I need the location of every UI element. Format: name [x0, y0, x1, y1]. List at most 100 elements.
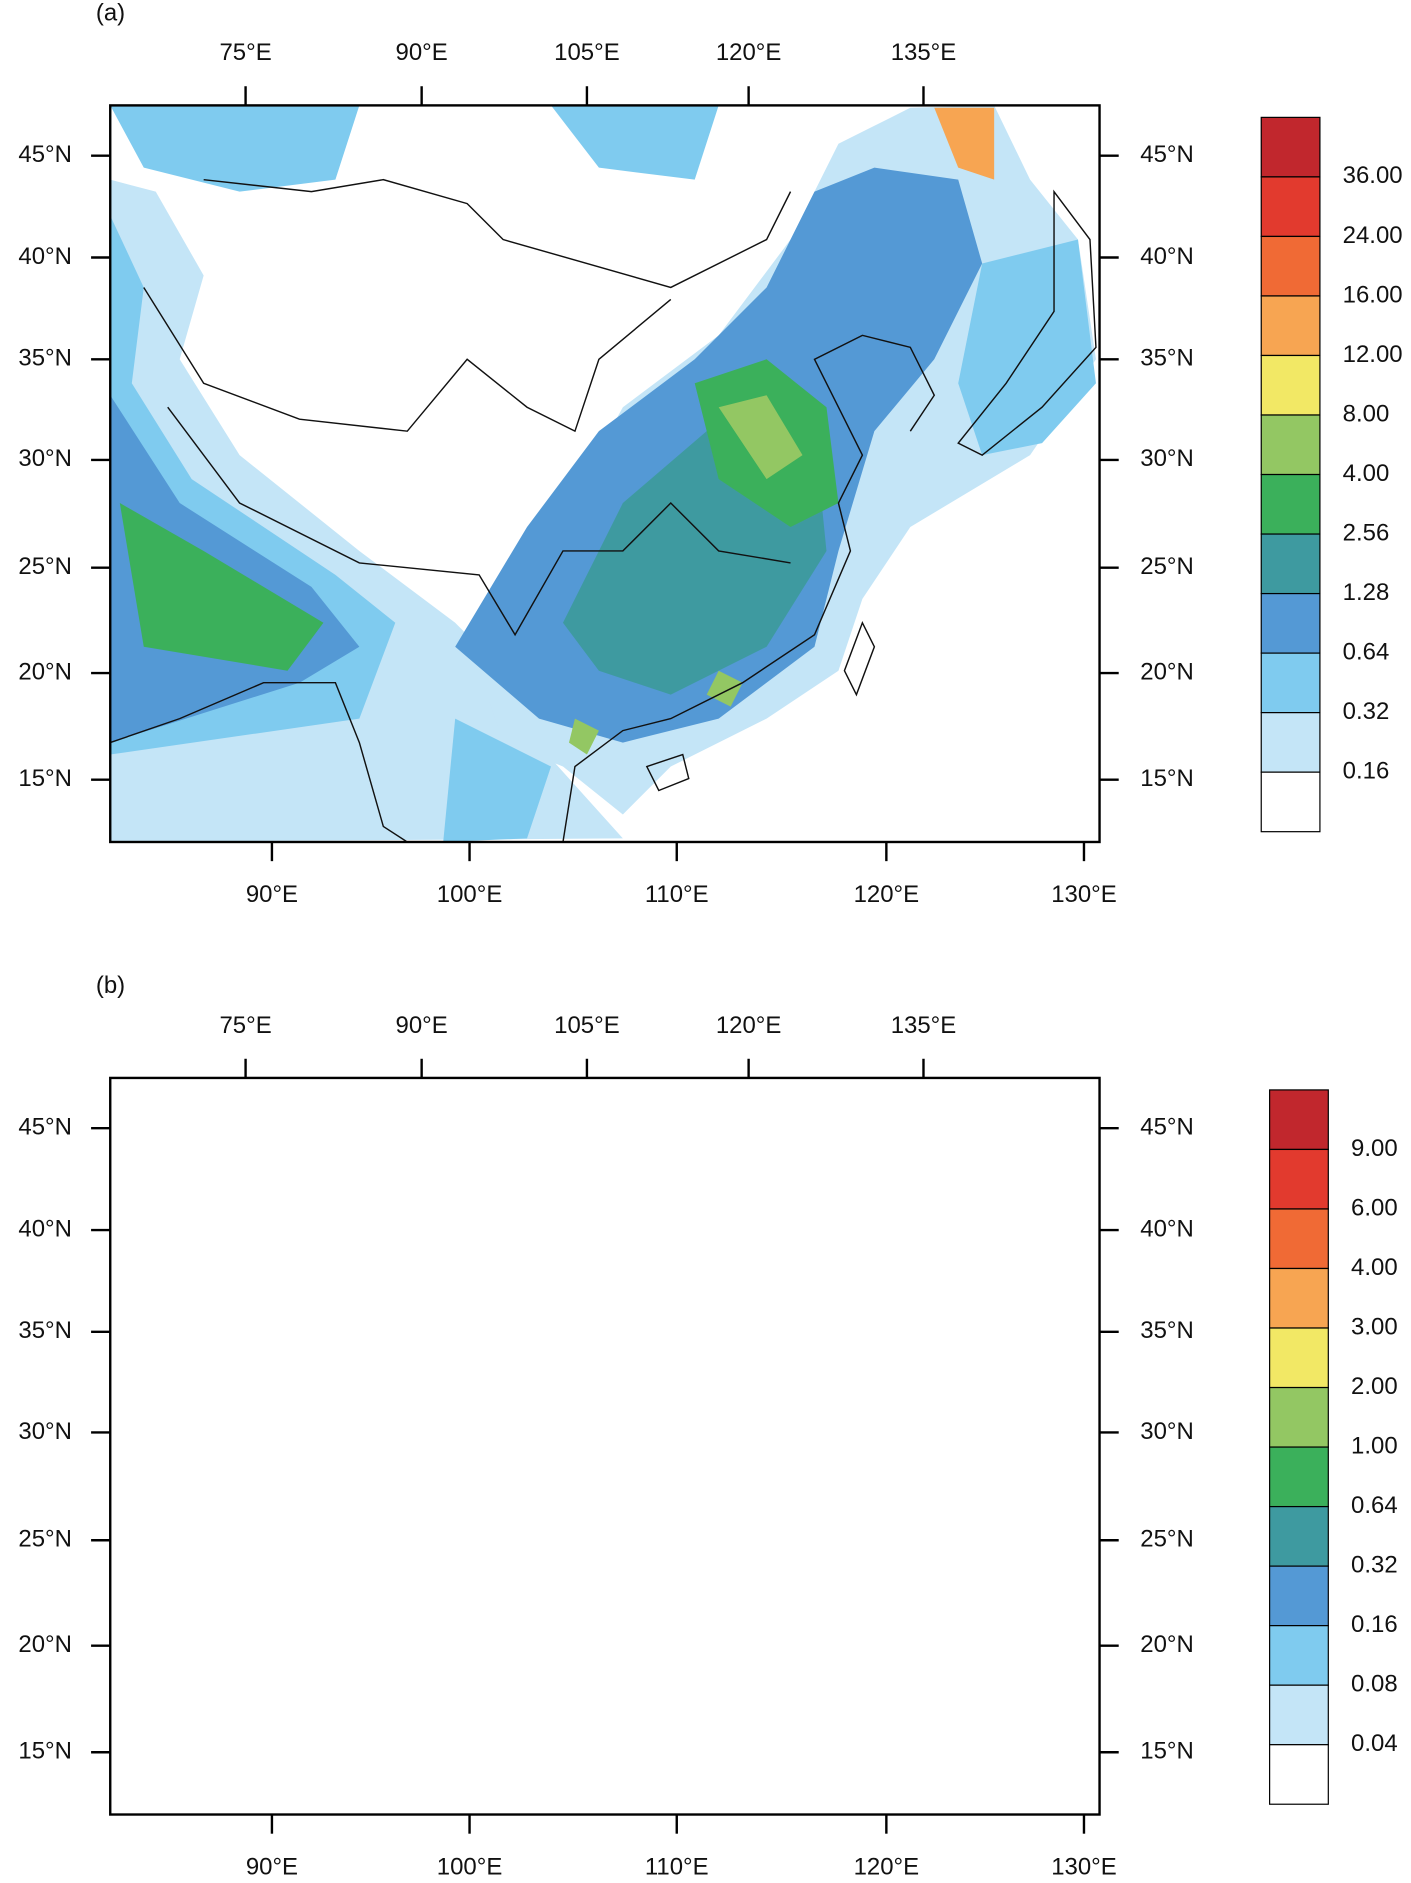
bottom-tick-label: 110°E — [645, 881, 709, 908]
panel-label: (b) — [96, 972, 125, 999]
left-tick-label: 45°N — [18, 1114, 72, 1141]
border-line — [843, 621, 876, 697]
field-contour — [550, 105, 719, 180]
colorbar-box — [1269, 1505, 1329, 1567]
colorbar-box — [1269, 1089, 1329, 1151]
right-tick-label: 20°N — [1140, 658, 1194, 685]
right-tick-label: 40°N — [1140, 1215, 1194, 1242]
border-line — [563, 1308, 934, 1815]
top-tick-label: 105°E — [554, 39, 619, 66]
colorbar-box — [1260, 176, 1321, 238]
left-tick-label: 30°N — [18, 1418, 72, 1445]
colorbar-box — [1269, 1744, 1329, 1805]
field-contour — [455, 1140, 982, 1715]
colorbar-box — [1269, 1267, 1329, 1329]
colorbar-label: 2.00 — [1351, 1373, 1398, 1400]
border-line — [144, 1260, 671, 1404]
left-tick-label: 40°N — [18, 1215, 72, 1242]
top-tick-label: 120°E — [716, 1012, 781, 1039]
colorbar-box — [1269, 1565, 1329, 1627]
border-line — [204, 1152, 791, 1260]
colorbar-label: 8.00 — [1343, 400, 1390, 427]
border-line — [958, 1164, 1096, 1427]
right-tick-label: 15°N — [1140, 1738, 1194, 1765]
colorbar-box — [1260, 652, 1321, 714]
left-tick-label: 15°N — [18, 1738, 72, 1765]
colorbar-label: 0.64 — [1351, 1492, 1398, 1519]
right-tick-label: 40°N — [1140, 243, 1194, 270]
bottom-tick-label: 110°E — [645, 1854, 709, 1878]
field-contour — [706, 670, 743, 707]
field-contour — [120, 1476, 324, 1644]
colorbar-box — [1269, 1386, 1329, 1448]
field-contour — [110, 1368, 359, 1715]
border-line — [143, 287, 672, 433]
field-contour — [443, 718, 551, 842]
field-contour — [479, 1078, 1096, 1787]
left-tick-label: 25°N — [18, 553, 72, 580]
colorbar-box — [1260, 414, 1321, 476]
border-line — [110, 681, 408, 842]
field-contour — [110, 1188, 395, 1727]
top-tick-label: 105°E — [554, 1012, 619, 1039]
map-field — [110, 105, 1100, 842]
colorbar-label: 0.16 — [1343, 757, 1390, 784]
map-background — [110, 1078, 1099, 1815]
top-tick-label: 90°E — [396, 1012, 448, 1039]
bottom-tick-label: 90°E — [246, 881, 298, 908]
field-contour — [707, 1643, 743, 1679]
colorbar-box — [1269, 1208, 1329, 1270]
bottom-tick-label: 120°E — [854, 881, 919, 908]
left-tick-label: 40°N — [18, 243, 72, 270]
map-panel: (a) 75°E 90°E 105°E 120°E 135°E 90°E 100°E 110°E… — [18, 0, 1402, 908]
colorbar-label: 2.56 — [1343, 519, 1390, 546]
top-tick-label: 75°E — [219, 39, 271, 66]
bottom-tick-label: 90°E — [246, 1854, 298, 1878]
colorbar-label: 4.00 — [1343, 460, 1390, 487]
colorbar-box — [1260, 235, 1321, 297]
colorbar-box — [1269, 1148, 1329, 1210]
field-contour — [718, 395, 803, 480]
right-tick-label: 20°N — [1140, 1631, 1194, 1658]
field-contour — [934, 1080, 994, 1152]
colorbar-box — [1260, 354, 1321, 416]
border-line — [167, 406, 791, 637]
colorbar-label: 24.00 — [1343, 222, 1403, 249]
border-line — [647, 1727, 689, 1763]
colorbar-label: 0.08 — [1351, 1670, 1398, 1697]
colorbar-box — [1269, 1684, 1329, 1746]
colorbar-label: 3.00 — [1351, 1313, 1398, 1340]
right-tick-label: 15°N — [1140, 765, 1194, 792]
colorbar-box — [1260, 592, 1321, 654]
left-tick-label: 20°N — [18, 658, 72, 685]
field-contour — [569, 1691, 599, 1727]
map-frame — [109, 1076, 1101, 1816]
colorbar-box — [1260, 116, 1321, 178]
top-tick-label: 135°E — [891, 1012, 956, 1039]
right-tick-label: 25°N — [1140, 1526, 1194, 1553]
right-tick-label: 35°N — [1140, 345, 1194, 372]
colorbar-label: 0.32 — [1343, 698, 1390, 725]
colorbar-box — [1260, 473, 1321, 535]
border-line — [168, 1380, 791, 1608]
top-tick-label: 120°E — [716, 39, 781, 66]
border-line — [957, 189, 1097, 456]
border-line — [645, 753, 690, 792]
right-tick-label: 45°N — [1140, 141, 1194, 168]
bottom-tick-label: 120°E — [854, 1854, 919, 1878]
border-line — [844, 1595, 874, 1667]
right-tick-label: 35°N — [1140, 1317, 1194, 1344]
colorbar-box — [1260, 533, 1321, 595]
right-tick-label: 30°N — [1140, 1418, 1194, 1445]
left-tick-label: 15°N — [18, 765, 72, 792]
border-line — [203, 178, 792, 289]
left-tick-label: 25°N — [18, 1526, 72, 1553]
colorbar-label: 12.00 — [1343, 341, 1403, 368]
top-tick-label: 135°E — [891, 39, 956, 66]
colorbar-box — [1260, 771, 1321, 833]
bottom-tick-label: 130°E — [1051, 881, 1116, 908]
colorbar-label: 1.28 — [1343, 579, 1390, 606]
field-contour — [110, 1078, 359, 1164]
field-contour — [563, 1356, 826, 1667]
